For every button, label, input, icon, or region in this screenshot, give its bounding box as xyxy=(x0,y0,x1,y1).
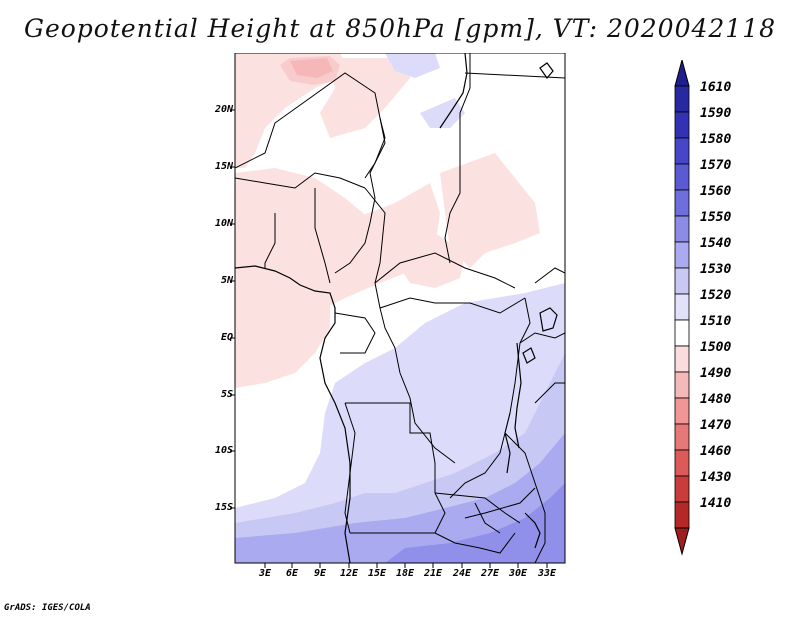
colorbar-swatch-16 xyxy=(674,475,690,503)
colorbar-swatch-6 xyxy=(674,215,690,243)
map-frame xyxy=(234,53,566,564)
contour-pink-max-halo xyxy=(280,56,340,85)
contour-pink-northeast xyxy=(320,58,410,138)
lon-label-30e: 30E xyxy=(508,568,528,579)
colorbar xyxy=(674,60,690,556)
colorbar-swatch-2 xyxy=(674,111,690,139)
axis-ticks xyxy=(230,53,566,568)
plot-title: Geopotential Height at 850hPa [gpm], VT:… xyxy=(23,14,777,43)
cbar-label-1540: 1540 xyxy=(700,236,732,251)
colorbar-swatch-10 xyxy=(674,319,690,347)
colorbar-top-arrow xyxy=(674,60,690,87)
cbar-label-1610: 1610 xyxy=(700,80,732,95)
lat-label-15s: 15S xyxy=(214,502,233,513)
cbar-label-1480: 1480 xyxy=(700,392,732,407)
country-borders xyxy=(235,53,565,563)
lon-label-6e: 6E xyxy=(285,568,299,579)
map-panel xyxy=(235,53,565,563)
contour-blue-north-2 xyxy=(420,98,465,128)
colorbar-swatch-1 xyxy=(674,85,690,113)
colorbar-swatch-12 xyxy=(674,371,690,399)
colorbar-swatch-8 xyxy=(674,267,690,295)
cbar-label-1580: 1580 xyxy=(700,132,732,147)
lon-label-9e: 9E xyxy=(313,568,327,579)
colorbar-swatch-17 xyxy=(674,501,690,529)
colorbar-swatch-4 xyxy=(674,163,690,191)
cbar-label-1560: 1560 xyxy=(700,184,732,199)
colorbar-swatch-7 xyxy=(674,241,690,269)
cbar-label-1430: 1430 xyxy=(700,470,732,485)
cbar-label-1460: 1460 xyxy=(700,444,732,459)
cbar-label-1530: 1530 xyxy=(700,262,732,277)
cbar-label-1500: 1500 xyxy=(700,340,732,355)
cbar-label-1490: 1490 xyxy=(700,366,732,381)
lon-label-33e: 33E xyxy=(537,568,557,579)
cbar-label-1550: 1550 xyxy=(700,210,732,225)
lat-label-5s: 5S xyxy=(220,389,233,400)
cbar-label-1520: 1520 xyxy=(700,288,732,303)
cbar-label-1410: 1410 xyxy=(700,496,732,511)
colorbar-swatch-13 xyxy=(674,397,690,425)
lat-label-10s: 10S xyxy=(214,445,233,456)
colorbar-swatch-3 xyxy=(674,137,690,165)
lat-label-15n: 15N xyxy=(214,161,233,172)
colorbar-swatch-11 xyxy=(674,345,690,373)
contour-blue-north xyxy=(385,53,440,78)
lat-label-20n: 20N xyxy=(214,104,233,115)
cbar-label-1570: 1570 xyxy=(700,158,732,173)
lon-label-21e: 21E xyxy=(423,568,443,579)
colorbar-swatch-9 xyxy=(674,293,690,321)
coastlines xyxy=(235,53,558,563)
lon-label-3e: 3E xyxy=(258,568,272,579)
contour-pink-gulf xyxy=(235,263,330,388)
colorbar-swatch-14 xyxy=(674,423,690,451)
colorbar-swatch-5 xyxy=(674,189,690,217)
contour-blue-4 xyxy=(385,483,565,563)
lon-label-15e: 15E xyxy=(367,568,387,579)
colorbar-bottom-arrow xyxy=(674,527,690,556)
lon-label-18e: 18E xyxy=(395,568,415,579)
contour-blue-3 xyxy=(235,433,565,563)
colorbar-swatch-15 xyxy=(674,449,690,477)
cbar-label-1510: 1510 xyxy=(700,314,732,329)
contour-pink-east xyxy=(440,153,540,268)
lat-label-5n: 5N xyxy=(220,275,233,286)
lat-label-10n: 10N xyxy=(214,218,233,229)
cbar-label-1470: 1470 xyxy=(700,418,732,433)
lat-label-eq: EQ xyxy=(220,332,233,343)
lon-label-12e: 12E xyxy=(339,568,359,579)
grads-credit: GrADS: IGES/COLA xyxy=(4,603,91,613)
lon-label-24e: 24E xyxy=(452,568,472,579)
cbar-label-1590: 1590 xyxy=(700,106,732,121)
lon-label-27e: 27E xyxy=(480,568,500,579)
